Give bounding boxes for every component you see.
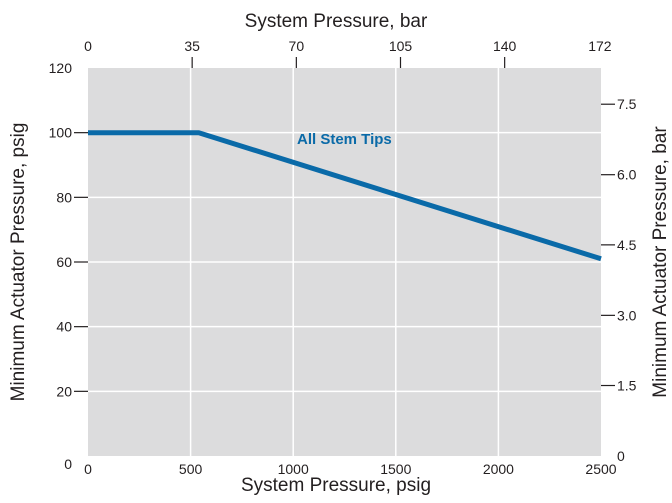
y2-tick-label: 6.0 bbox=[617, 167, 637, 183]
y-tick-label: 80 bbox=[56, 189, 72, 205]
y2-tick-label: 1.5 bbox=[617, 378, 637, 394]
x2-tick-label: 172 bbox=[588, 38, 612, 54]
y-tick-label: 100 bbox=[49, 125, 73, 141]
y-tick-label: 120 bbox=[49, 60, 73, 76]
x-axis-title: System Pressure, psig bbox=[241, 475, 431, 496]
x-tick-label: 1000 bbox=[278, 461, 309, 477]
x2-tick-label: 105 bbox=[389, 38, 413, 54]
y-tick-label: 60 bbox=[56, 254, 72, 270]
x2-tick-label: 0 bbox=[84, 38, 92, 54]
y-tick-label: 40 bbox=[56, 319, 72, 335]
x-tick-label: 0 bbox=[84, 461, 92, 477]
y-axis-title: Minimum Actuator Pressure, psig bbox=[8, 123, 29, 402]
y2-tick-label: 7.5 bbox=[617, 96, 637, 112]
x-tick-label: 500 bbox=[179, 461, 203, 477]
series-label: All Stem Tips bbox=[297, 131, 392, 148]
y-tick-label: 20 bbox=[56, 383, 72, 399]
y2-axis-title: Minimum Actuator Pressure, bar bbox=[650, 126, 671, 398]
series-line-0 bbox=[88, 130, 602, 262]
y2-tick-label: 4.5 bbox=[617, 237, 637, 253]
x2-tick-label: 70 bbox=[289, 38, 305, 54]
x-tick-label: 2000 bbox=[483, 461, 514, 477]
y-tick-label: 0 bbox=[64, 456, 72, 472]
x-tick-label: 2500 bbox=[585, 461, 616, 477]
x2-axis-title: System Pressure, bar bbox=[245, 11, 428, 32]
x2-tick-label: 35 bbox=[184, 38, 200, 54]
y2-tick-label: 0 bbox=[617, 448, 625, 464]
x2-tick-label: 140 bbox=[493, 38, 517, 54]
y2-tick-label: 3.0 bbox=[617, 307, 637, 323]
x-tick-label: 1500 bbox=[380, 461, 411, 477]
